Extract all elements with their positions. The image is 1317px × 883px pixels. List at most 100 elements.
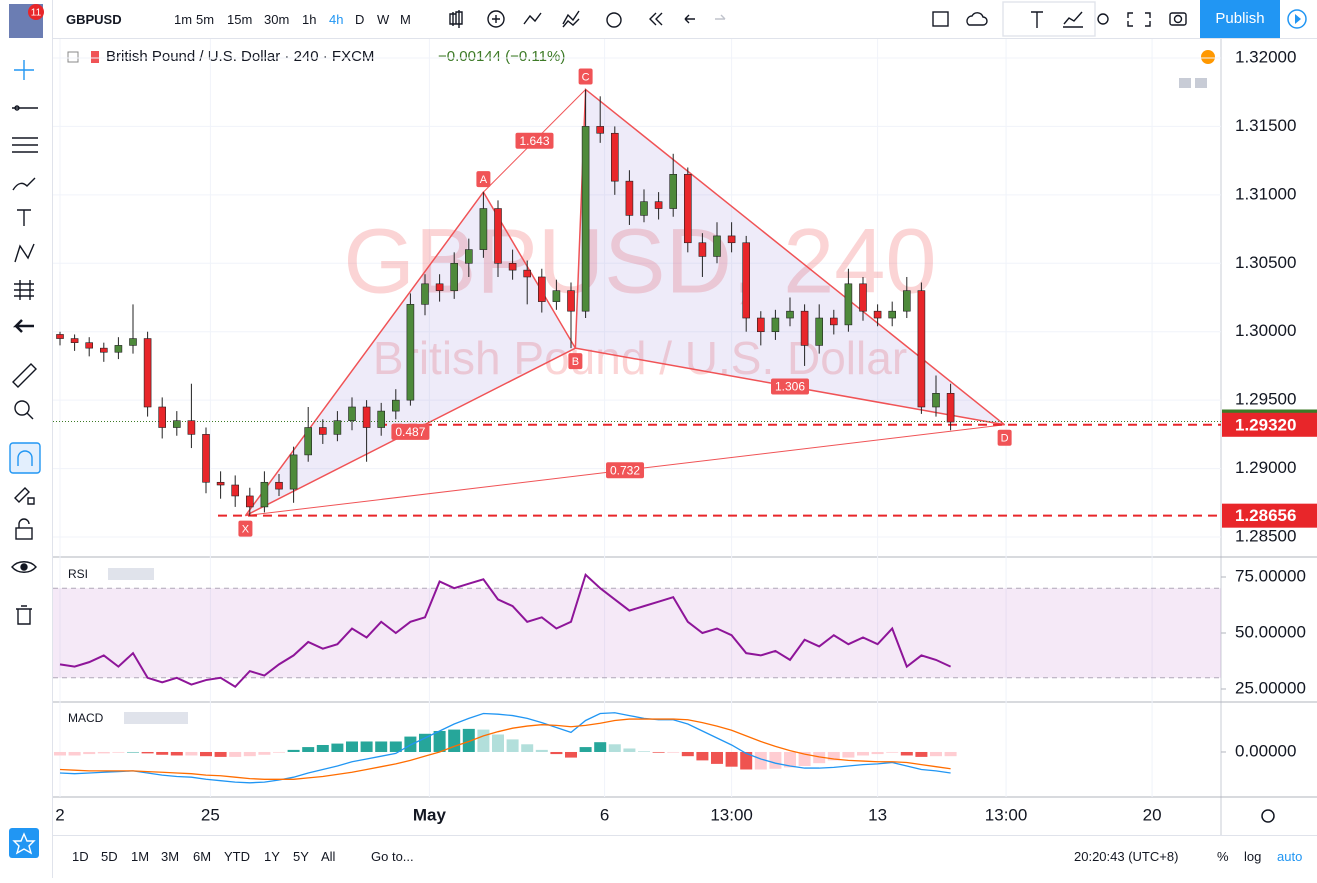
candle-body: [377, 410, 386, 428]
lock-tool[interactable]: [15, 527, 33, 540]
chart-type-icon[interactable]: [449, 10, 463, 28]
ratio-box: [606, 462, 645, 479]
range[interactable]: 5Y: [293, 849, 309, 864]
play-icon[interactable]: [1285, 0, 1315, 38]
text-tool[interactable]: [1031, 11, 1043, 28]
goto[interactable]: Go to...: [371, 849, 414, 864]
candle-body: [173, 420, 181, 428]
redo-icon[interactable]: [715, 14, 726, 20]
candle-body: [318, 427, 327, 435]
fib-tool[interactable]: [12, 137, 38, 153]
visibility-tool[interactable]: [11, 561, 37, 573]
interval[interactable]: 1h: [302, 12, 317, 27]
candle-body: [552, 290, 561, 302]
delete-tool[interactable]: [16, 605, 32, 625]
y-tick-label: 1.31000: [1235, 184, 1296, 203]
candle-body: [187, 420, 196, 435]
alert-icon[interactable]: [1201, 50, 1215, 64]
undo-icon[interactable]: [684, 14, 695, 24]
auto-toggle[interactable]: auto: [1277, 849, 1303, 864]
candle-body: [523, 269, 532, 278]
histogram-bar: [331, 743, 344, 752]
point-box: [997, 429, 1012, 446]
price-label-box: [1222, 412, 1317, 437]
candle-body: [946, 393, 955, 423]
histogram-bar: [273, 751, 285, 753]
ratio-box: [515, 132, 554, 149]
zoom-tool[interactable]: [14, 400, 30, 416]
replay-icon[interactable]: [649, 12, 663, 26]
interval[interactable]: 5m: [196, 12, 215, 27]
interval[interactable]: M: [400, 12, 411, 27]
brush-tool[interactable]: [12, 177, 36, 191]
range[interactable]: All: [321, 849, 336, 864]
collapse-icon[interactable]: [67, 51, 79, 63]
watermark: GBPUSD, 240: [343, 210, 936, 312]
macd-controls[interactable]: [124, 712, 188, 724]
candle-body: [421, 283, 429, 305]
publish-button[interactable]: Publish: [1200, 0, 1280, 38]
candle-body: [683, 174, 692, 244]
percent-toggle[interactable]: %: [1217, 849, 1229, 864]
cloud-icon[interactable]: [966, 12, 988, 26]
ratio-label: 0.487: [395, 425, 425, 439]
favorites[interactable]: [9, 828, 39, 858]
indicator-icon[interactable]: [487, 10, 505, 28]
histogram-bar: [857, 751, 869, 756]
text-tool[interactable]: [17, 209, 31, 226]
candle-body: [143, 338, 152, 408]
interval[interactable]: D: [355, 12, 365, 27]
symbol[interactable]: GBPUSD: [66, 12, 122, 27]
scroll-down[interactable]: [1179, 78, 1191, 88]
point-box: [578, 68, 593, 85]
candle-body: [114, 345, 123, 353]
log-toggle[interactable]: log: [1244, 849, 1262, 864]
back-tool[interactable]: [12, 319, 34, 333]
settings-icon[interactable]: [1261, 809, 1275, 823]
histogram-bar: [229, 751, 242, 757]
candle-body: [756, 317, 765, 333]
settings-icon[interactable]: [1097, 13, 1109, 25]
range[interactable]: 3M: [161, 849, 180, 864]
range[interactable]: YTD: [224, 849, 250, 864]
range[interactable]: 1D: [72, 849, 89, 864]
alert-icon[interactable]: [606, 12, 622, 28]
ratio-label: 1.643: [519, 134, 549, 148]
y-tick-label: 75.00000: [1235, 566, 1306, 585]
histogram-bar: [535, 749, 548, 752]
candle-body: [932, 393, 940, 408]
magnet-tool[interactable]: [9, 442, 41, 474]
crosshair-tool[interactable]: [14, 60, 34, 80]
macd-label: MACD: [68, 711, 104, 725]
histogram-bar: [419, 733, 431, 752]
template-icon[interactable]: [562, 10, 580, 28]
line-tool[interactable]: [1063, 11, 1083, 28]
interval[interactable]: 30m: [264, 12, 290, 27]
interval[interactable]: 15m: [227, 12, 253, 27]
range[interactable]: 6M: [193, 849, 212, 864]
fullscreen-icon[interactable]: [1127, 12, 1151, 27]
candle-body: [260, 481, 269, 508]
y-tick-label: 1.32000: [1235, 47, 1296, 66]
histogram-bar: [681, 751, 694, 757]
candle-body: [508, 262, 517, 271]
interval-active[interactable]: 4h: [329, 12, 344, 27]
scroll-up[interactable]: [1195, 78, 1207, 88]
candle-body: [158, 406, 166, 428]
rsi-controls[interactable]: [108, 568, 154, 580]
screenshot-icon[interactable]: [1169, 12, 1187, 26]
prediction-tool[interactable]: [14, 280, 34, 300]
ruler-tool[interactable]: [12, 363, 37, 388]
range[interactable]: 5D: [101, 849, 118, 864]
range[interactable]: 1Y: [264, 849, 280, 864]
pattern-tool[interactable]: [14, 243, 35, 263]
range[interactable]: 1M: [131, 849, 150, 864]
toolbar-icons: [449, 1, 1187, 37]
lock-drawing-tool[interactable]: [14, 487, 35, 505]
candle-body: [275, 481, 283, 490]
compare-icon[interactable]: [523, 12, 542, 25]
interval[interactable]: 1m: [174, 12, 193, 27]
histogram-bar: [754, 751, 767, 770]
interval[interactable]: W: [377, 12, 390, 27]
layout-icon[interactable]: [932, 11, 949, 27]
